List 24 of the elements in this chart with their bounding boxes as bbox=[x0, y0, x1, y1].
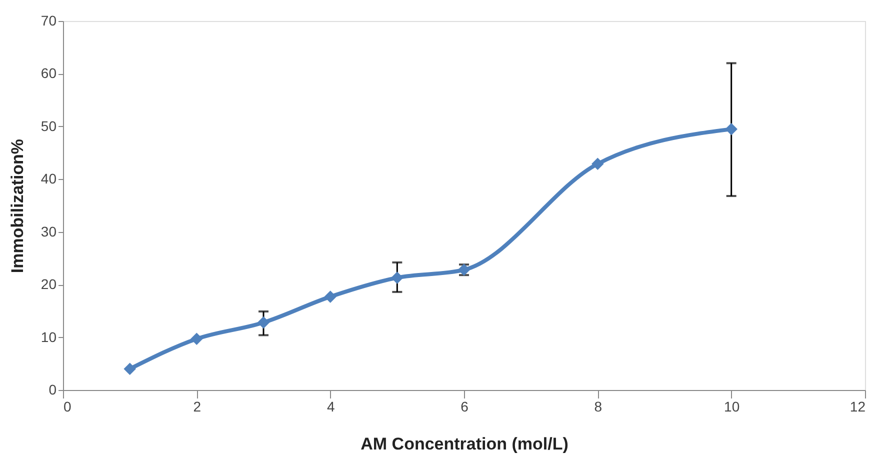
y-tick-label: 50 bbox=[40, 118, 57, 134]
point bbox=[190, 332, 203, 345]
x-tick-label: 4 bbox=[326, 398, 335, 414]
x-tick-label: 10 bbox=[724, 398, 740, 414]
x-tick-label: 8 bbox=[594, 398, 602, 414]
x-tick-label: 12 bbox=[850, 398, 866, 414]
point bbox=[257, 316, 270, 329]
point bbox=[725, 122, 738, 136]
x-tick-label: 2 bbox=[193, 398, 202, 414]
x-tick-label: 0 bbox=[64, 398, 72, 414]
point bbox=[592, 158, 604, 170]
point bbox=[124, 362, 136, 376]
point bbox=[391, 272, 404, 284]
y-axis-title: Immobilization% bbox=[8, 138, 27, 274]
y-tick-label: 40 bbox=[40, 170, 57, 187]
point bbox=[324, 290, 336, 303]
x-tick-label: 6 bbox=[460, 398, 469, 414]
x-axis-title: AM Concentration (mol/L) bbox=[360, 434, 568, 454]
y-tick-label: 0 bbox=[48, 382, 57, 398]
y-tick-label: 10 bbox=[40, 328, 57, 345]
y-tick-label: 70 bbox=[40, 12, 57, 28]
y-tick-label: 30 bbox=[40, 223, 57, 240]
y-tick-label: 20 bbox=[40, 276, 57, 292]
y-tick-label: 60 bbox=[40, 65, 57, 82]
